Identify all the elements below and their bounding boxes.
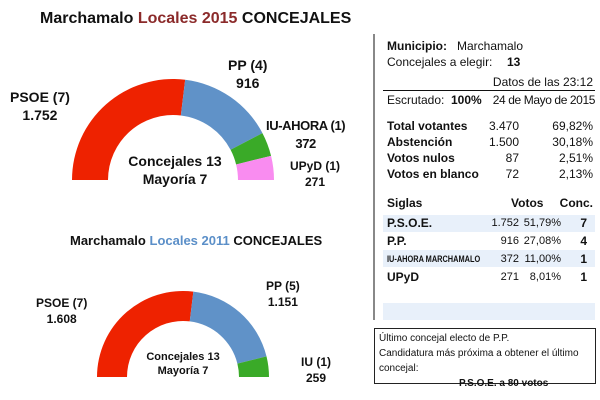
label-psoe-2011: PSOE (7) 1.608	[36, 296, 88, 326]
note-line1: Último concejal electo de P.P.	[379, 333, 510, 344]
results-panel: Municipio: Marchamalo Concejales a elegir…	[373, 34, 600, 320]
note-box: Último concejal electo de P.P. Candidatu…	[374, 328, 596, 389]
label-pp-2011: PP (5) 1.151	[266, 279, 300, 309]
municipio-value: Marchamalo	[457, 39, 524, 53]
title-suffix: CONCEJALES	[241, 10, 352, 27]
party-pct: 11,00%	[524, 253, 562, 265]
concejales-value: 13	[507, 55, 521, 69]
title-suffix: CONCEJALES	[233, 233, 323, 248]
chart-title-2015: Marchamalo Locales 2015 CONCEJALES	[40, 10, 351, 28]
stat-pct: 69,82%	[552, 119, 593, 133]
party-row: IU-AHORA MARCHAMALO 372 11,00% 1	[383, 251, 595, 267]
escrutado-label: Escrutado:	[387, 93, 445, 107]
party-row: P.P. 916 27,08% 4	[383, 233, 595, 249]
party-pct: 8,01%	[529, 271, 561, 283]
stat-value: 87	[505, 151, 519, 165]
stat-pct: 2,13%	[558, 167, 593, 181]
party-votos: 372	[500, 253, 519, 265]
stat-value: 1.500	[488, 135, 519, 149]
datos-time: Datos de las 23:12	[492, 75, 593, 89]
municipio-label: Municipio:	[387, 39, 447, 53]
party-sigla: P.P.	[387, 234, 407, 248]
stat-value: 3.470	[488, 119, 519, 133]
slice-psoe	[72, 78, 186, 180]
note-line2: Candidatura más próxima a obtener el últ…	[379, 348, 579, 374]
party-conc: 4	[580, 234, 587, 248]
title-prefix: Marchamalo	[70, 233, 146, 248]
center-text-2015: Concejales 13 Mayoría 7	[128, 153, 222, 187]
center-text-2011: Concejales 13 Mayoría 7	[146, 351, 220, 377]
party-sigla: IU-AHORA MARCHAMALO	[387, 254, 481, 264]
party-conc: 1	[580, 270, 587, 284]
stat-value: 72	[505, 167, 519, 181]
charts-canvas	[72, 78, 275, 377]
header-conc: Conc.	[559, 196, 593, 210]
stat-pct: 30,18%	[552, 135, 593, 149]
header-siglas: Siglas	[387, 196, 423, 210]
stat-row: Votos en blanco 72 2,13%	[383, 166, 595, 182]
concejales-label: Concejales a elegir:	[387, 55, 493, 69]
slice-pp	[180, 79, 263, 150]
title-highlight: Locales 2011	[149, 233, 230, 248]
party-conc: 1	[580, 252, 587, 266]
party-row: UPyD 271 8,01% 1	[383, 269, 595, 285]
slice-psoe	[97, 291, 194, 377]
slice-iu-ahora	[230, 133, 272, 165]
slice-iu	[237, 356, 269, 377]
label-psoe-2015: PSOE (7) 1.752	[10, 89, 70, 123]
stat-pct: 2,51%	[558, 151, 593, 165]
stat-row: Votos nulos 87 2,51%	[383, 150, 595, 166]
fecha: 24 de Mayo de 2015	[492, 93, 596, 107]
label-iu-2015: IU-AHORA (1) 372	[266, 118, 346, 151]
party-sigla: P.S.O.E.	[387, 216, 433, 230]
party-sigla: UPyD	[387, 270, 420, 284]
label-iu-2011: IU (1) 259	[301, 355, 331, 385]
party-row: P.S.O.E. 1.752 51,79% 7	[383, 215, 595, 231]
label-upyd-2015: UPyD (1) 271	[290, 159, 341, 189]
stat-label: Votos nulos	[387, 151, 455, 165]
party-votos: 1.752	[491, 217, 519, 229]
slice-upyd	[236, 155, 275, 180]
label-pp-2015: PP (4) 916	[228, 57, 268, 91]
party-conc: 7	[580, 216, 587, 230]
escrutado-value: 100%	[451, 93, 482, 107]
stat-label: Votos en blanco	[387, 167, 479, 181]
stat-row: Abstención 1.500 30,18%	[383, 134, 595, 150]
chart-title-2011: Marchamalo Locales 2011 CONCEJALES	[70, 233, 322, 248]
party-votos: 916	[500, 235, 519, 247]
title-prefix: Marchamalo	[40, 10, 134, 27]
divider	[383, 90, 595, 91]
stat-label: Total votantes	[387, 119, 468, 133]
header-votos: Votos	[511, 196, 544, 210]
note-line3: P.S.O.E. a 80 votos	[459, 378, 549, 389]
party-pct: 27,08%	[523, 235, 561, 247]
title-highlight: Locales 2015	[137, 10, 238, 27]
stat-label: Abstención	[387, 135, 453, 149]
party-votos: 271	[500, 271, 519, 283]
stat-row: Total votantes 3.470 69,82%	[383, 118, 595, 134]
slice-pp	[189, 291, 267, 364]
party-pct: 51,79%	[523, 217, 561, 229]
